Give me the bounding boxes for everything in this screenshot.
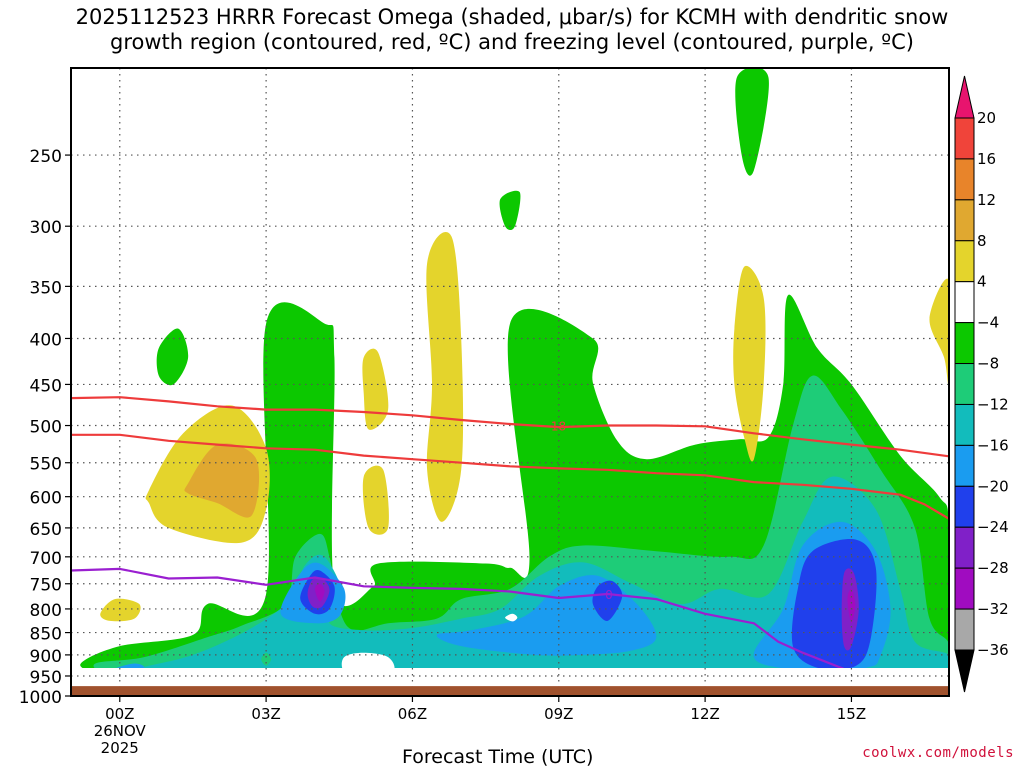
- colorbar-label-8: −16: [977, 436, 1009, 454]
- dendritic-lower-isotherm: [71, 433, 949, 520]
- colorbar-swatch-4: [954, 281, 975, 324]
- colorbar-swatch-3: [954, 240, 975, 283]
- chart-title: 2025112523 HRRR Forecast Omega (shaded, …: [0, 5, 1024, 55]
- omega-region-16: [847, 588, 856, 624]
- y-tick-label-900: 900: [30, 647, 62, 667]
- colorbar-swatch-6: [954, 363, 975, 405]
- colorbar-label-4: 4: [977, 273, 987, 291]
- omega-region-5: [139, 476, 949, 668]
- colorbar-label-9: −20: [977, 477, 1009, 495]
- y-tick-label-550: 550: [30, 455, 62, 475]
- omega-region-3: [499, 190, 521, 231]
- credit-link[interactable]: coolwx.com/models: [862, 745, 1014, 761]
- omega-region-1: [156, 328, 189, 386]
- colorbar-label-0: 20: [977, 109, 996, 127]
- colorbar-label-2: 12: [977, 191, 996, 209]
- freezing-level-label: 0: [605, 588, 613, 602]
- grid-lines: [71, 68, 949, 687]
- omega-region-27: [733, 265, 766, 462]
- colorbar-swatch-7: [954, 403, 975, 446]
- x-tick-label-00Z: 00Z: [105, 705, 134, 723]
- omega-region-12: [791, 539, 877, 668]
- dendritic-upper-isotherm: [71, 396, 949, 458]
- colorbar-label-7: −12: [977, 395, 1009, 413]
- colorbar-label-10: −24: [977, 518, 1009, 536]
- y-tick-label-500: 500: [30, 418, 62, 438]
- colorbar-swatch-9: [954, 485, 975, 528]
- x-tick-label-15Z: 15Z: [837, 705, 866, 723]
- y-tick-label-650: 650: [30, 520, 62, 540]
- y-tick-label-300: 300: [30, 218, 62, 238]
- colorbar-swatch-2: [954, 199, 975, 242]
- omega-region-19: [261, 652, 271, 666]
- omega-region-25: [362, 465, 389, 535]
- colorbar-label-6: −8: [977, 355, 999, 373]
- y-tick-label-800: 800: [30, 601, 62, 621]
- contour-lines: -18 0: [71, 396, 949, 668]
- x-date-year: 2025: [101, 739, 139, 757]
- colorbar-swatch-12: [954, 608, 975, 651]
- colorbar-swatch-8: [954, 444, 975, 487]
- y-tick-label-600: 600: [30, 489, 62, 509]
- plot-frame: [70, 67, 950, 697]
- y-tick-label-950: 950: [30, 668, 62, 688]
- y-tick-label-750: 750: [30, 576, 62, 596]
- omega-region-2: [735, 68, 769, 176]
- omega-shading: [80, 68, 949, 668]
- omega-region-18: [505, 613, 518, 622]
- x-axis-label: Forecast Time (UTC): [402, 746, 594, 768]
- y-tick-label-1000: 1000: [19, 688, 62, 708]
- colorbar-label-12: −32: [977, 600, 1009, 618]
- colorbar-top-arrow: [954, 75, 975, 119]
- colorbar-swatch-11: [954, 567, 975, 610]
- colorbar-label-5: −4: [977, 314, 999, 332]
- x-tick-label-09Z: 09Z: [544, 705, 573, 723]
- colorbar-label-13: −36: [977, 641, 1009, 659]
- x-date-day: 26NOV: [94, 722, 147, 740]
- y-axis: 2503003504004505005506006507007508008509…: [19, 147, 71, 708]
- colorbar-bottom-arrow: [954, 649, 975, 693]
- y-tick-label-850: 850: [30, 625, 62, 645]
- omega-region-28: [929, 278, 949, 388]
- y-tick-label-400: 400: [30, 330, 62, 350]
- omega-region-24: [362, 348, 389, 430]
- colorbar-label-3: 8: [977, 232, 987, 250]
- colorbar-swatch-1: [954, 158, 975, 201]
- colorbar-label-11: −28: [977, 559, 1009, 577]
- x-tick-label-03Z: 03Z: [251, 705, 280, 723]
- freezing-level-line: [71, 567, 845, 668]
- omega-region-26: [426, 231, 464, 522]
- colorbar: 20 16 12 8 4 −4 −8 −12 −16 −20 −24 −28 −32 −36: [954, 75, 1009, 693]
- colorbar-swatch-0: [954, 117, 975, 160]
- omega-region-20: [895, 652, 915, 666]
- ground-surface: [71, 686, 949, 696]
- y-tick-label-250: 250: [30, 147, 62, 167]
- y-tick-label-700: 700: [30, 549, 62, 569]
- x-tick-label-12Z: 12Z: [690, 705, 719, 723]
- colorbar-label-1: 16: [977, 150, 996, 168]
- colorbar-swatch-10: [954, 526, 975, 569]
- omega-region-9: [116, 663, 145, 668]
- chart-title-line-1: 2025112523 HRRR Forecast Omega (shaded, …: [75, 5, 949, 29]
- x-tick-label-06Z: 06Z: [398, 705, 427, 723]
- y-tick-label-350: 350: [30, 278, 62, 298]
- omega-region-11: [592, 580, 623, 621]
- omega-region-23: [100, 598, 141, 622]
- colorbar-swatch-5: [954, 322, 975, 365]
- omega-region-17: [341, 652, 395, 668]
- omega-region-15: [314, 583, 325, 602]
- chart-title-line-2: growth region (contoured, red, ºC) and f…: [110, 30, 914, 54]
- dendritic-isotherm-label: -18: [547, 420, 567, 434]
- y-tick-label-450: 450: [30, 376, 62, 396]
- omega-region-22: [184, 443, 260, 518]
